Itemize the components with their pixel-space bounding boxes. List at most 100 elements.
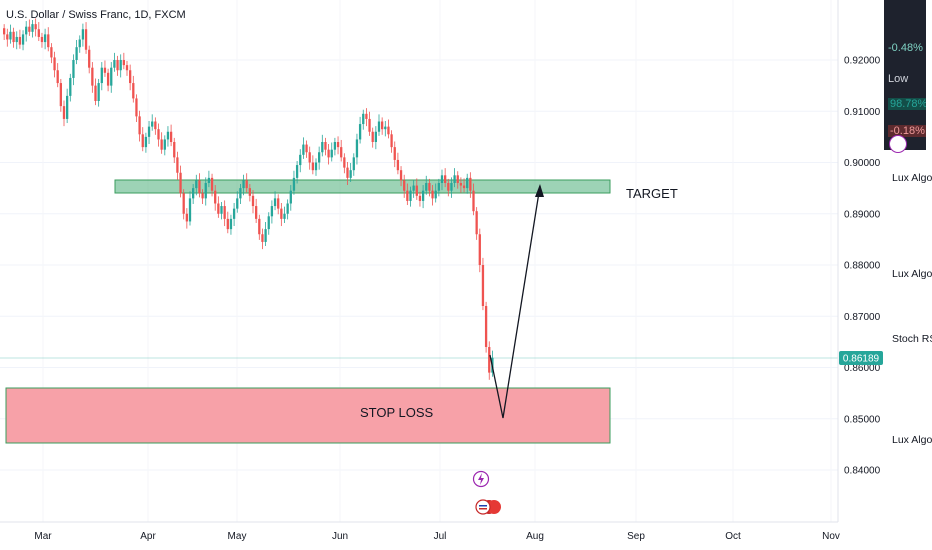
candle bbox=[223, 206, 226, 219]
candle bbox=[94, 85, 97, 101]
candles bbox=[3, 18, 494, 380]
price-badge-text: 0.86189 bbox=[843, 354, 880, 365]
candle bbox=[75, 47, 78, 60]
candle bbox=[456, 175, 459, 183]
candle bbox=[91, 67, 94, 86]
candle bbox=[220, 206, 223, 214]
candle bbox=[129, 70, 132, 84]
indicator-label-1: Lux Algo C bbox=[892, 172, 932, 184]
candle bbox=[6, 34, 9, 40]
candle bbox=[308, 152, 311, 163]
candle bbox=[418, 195, 422, 201]
projection-arrow[interactable] bbox=[489, 185, 541, 419]
candle bbox=[229, 218, 233, 230]
candle bbox=[166, 131, 170, 140]
stat-red-pct: -0.18% bbox=[888, 125, 926, 137]
candle bbox=[421, 190, 425, 201]
candle bbox=[267, 216, 270, 230]
candle bbox=[258, 218, 261, 235]
candle bbox=[311, 162, 314, 171]
candle bbox=[214, 190, 217, 204]
candle bbox=[384, 126, 387, 130]
candle bbox=[277, 198, 280, 209]
y-tick-label: 0.87000 bbox=[844, 312, 881, 323]
stats-box: -0.48% Low 98.78% -0.18% bbox=[884, 0, 926, 150]
candle bbox=[412, 185, 415, 191]
candle bbox=[138, 116, 141, 135]
candle bbox=[349, 170, 352, 178]
arrow-head bbox=[535, 184, 544, 197]
candle bbox=[204, 183, 207, 199]
candle bbox=[406, 190, 409, 201]
candle bbox=[368, 118, 371, 132]
side-panel: -0.48% Low 98.78% -0.18% Lux Algo C Lux … bbox=[884, 0, 932, 550]
candle bbox=[201, 193, 204, 199]
stop-loss-zone[interactable] bbox=[5, 387, 611, 444]
y-tick-label: 0.85000 bbox=[844, 414, 881, 425]
candle bbox=[9, 31, 12, 40]
candle bbox=[462, 185, 466, 189]
candle bbox=[371, 131, 374, 142]
candle bbox=[302, 144, 305, 155]
y-tick-label: 0.90000 bbox=[844, 158, 881, 169]
candle bbox=[403, 180, 406, 191]
candle bbox=[415, 185, 418, 196]
candle bbox=[396, 159, 400, 171]
candle bbox=[185, 213, 188, 222]
candle bbox=[40, 36, 44, 43]
candle bbox=[59, 83, 62, 107]
indicator-label-3: Stoch RSI bbox=[892, 333, 932, 345]
x-axis: Mar Apr May Jun Jul Aug Sep Oct Nov bbox=[34, 531, 840, 542]
candle bbox=[62, 106, 66, 119]
stat-green-pct: 98.78% bbox=[888, 98, 926, 110]
candle bbox=[355, 139, 359, 158]
candle bbox=[84, 29, 88, 50]
candle bbox=[53, 57, 56, 71]
target-zone[interactable] bbox=[114, 179, 611, 194]
chart-title: U.S. Dollar / Swiss Franc, 1D, FXCM bbox=[6, 9, 186, 21]
lightning-icon[interactable] bbox=[889, 135, 907, 153]
candle bbox=[295, 165, 299, 178]
candle bbox=[365, 113, 368, 119]
us-flag-event-icon[interactable] bbox=[475, 499, 501, 515]
candle bbox=[484, 306, 488, 347]
candle bbox=[399, 170, 403, 181]
candle bbox=[377, 121, 381, 132]
candle bbox=[440, 175, 444, 183]
candle bbox=[478, 234, 481, 265]
target-label: TARGET bbox=[626, 186, 678, 201]
candle bbox=[28, 26, 31, 32]
candle bbox=[119, 60, 122, 71]
candle bbox=[106, 72, 110, 86]
candle bbox=[188, 198, 192, 222]
stat-low-label: Low bbox=[888, 73, 909, 85]
candle bbox=[387, 126, 390, 135]
candle bbox=[245, 180, 248, 189]
candle bbox=[425, 183, 428, 191]
candle bbox=[43, 34, 47, 43]
candle bbox=[475, 211, 478, 235]
candle bbox=[34, 24, 37, 30]
x-tick-label: Nov bbox=[822, 531, 840, 542]
stat-top-pct: -0.48% bbox=[888, 42, 923, 54]
candle bbox=[173, 142, 176, 158]
candle bbox=[450, 183, 453, 191]
candle bbox=[321, 142, 324, 153]
candle bbox=[236, 198, 239, 209]
x-tick-label: Oct bbox=[725, 531, 741, 542]
candle bbox=[116, 60, 119, 71]
candle bbox=[21, 34, 25, 45]
candle bbox=[340, 147, 343, 158]
candle bbox=[459, 183, 463, 186]
candle bbox=[264, 229, 267, 242]
candle bbox=[352, 157, 355, 171]
candle bbox=[210, 177, 214, 191]
x-tick-label: Mar bbox=[34, 531, 52, 542]
candle bbox=[299, 154, 302, 166]
candle bbox=[47, 34, 50, 48]
lightning-icon[interactable] bbox=[472, 470, 490, 488]
candle bbox=[305, 144, 308, 153]
candle bbox=[453, 175, 456, 183]
candle bbox=[333, 142, 337, 150]
